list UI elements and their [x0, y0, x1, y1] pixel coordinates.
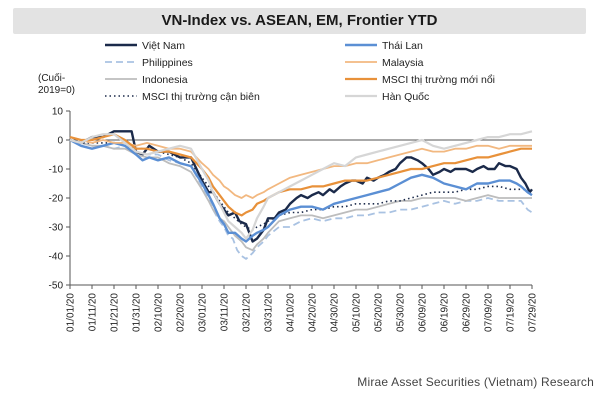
x-tick-label: 01/21/20 [110, 293, 121, 332]
x-tick-label: 04/10/20 [286, 293, 297, 332]
chart-title: VN-Index vs. ASEAN, EM, Frontier YTD [161, 12, 438, 29]
x-tick-label: 06/19/20 [440, 293, 451, 332]
y-tick-label: -50 [49, 281, 64, 292]
series-line-1 [69, 139, 533, 260]
series-line-2 [69, 139, 532, 252]
x-tick-label: 05/10/20 [352, 293, 363, 332]
y-tick-label: -40 [49, 252, 64, 263]
legend-label: Thái Lan [382, 40, 423, 52]
legend: Việt Nam Thái Lan Philippines Malaysia Indon… [105, 40, 495, 103]
x-tick-label: 05/20/20 [374, 293, 385, 332]
legend-label: Indonesia [142, 74, 188, 86]
x-tick-label: 07/09/20 [484, 293, 495, 332]
x-tick-label: 02/20/20 [176, 293, 187, 332]
x-tick-label: 07/19/20 [506, 293, 517, 332]
x-tick-label: 02/10/20 [154, 293, 165, 332]
y-tick-label: -10 [49, 165, 64, 176]
x-tick-label: 01/11/20 [88, 293, 99, 332]
x-tick-label: 06/09/20 [418, 293, 429, 332]
x-tick-label: 01/01/20 [66, 293, 77, 332]
legend-label: Malaysia [382, 57, 424, 69]
y-tick-label: -20 [49, 194, 64, 205]
legend-label: MSCI thị trường mới nổi [382, 74, 495, 86]
title-bar: VN-Index vs. ASEAN, EM, Frontier YTD [13, 8, 586, 34]
x-tick-label: 06/29/20 [462, 293, 473, 332]
series-line-3 [69, 139, 532, 231]
y-axis-unit-line-1: (Cuối- [38, 73, 66, 84]
x-tick-label: 05/30/20 [396, 293, 407, 332]
x-tick-label: 03/11/20 [220, 293, 231, 332]
source-credit: Mirae Asset Securities (Vietnam) Researc… [357, 375, 594, 389]
x-tick-label: 07/29/20 [528, 293, 539, 332]
legend-label: Hàn Quốc [382, 91, 429, 103]
y-tick-label: 0 [57, 136, 63, 147]
x-tick-label: 03/01/20 [198, 293, 209, 332]
legend-label: MSCI thị trường cận biên [142, 91, 260, 103]
x-tick-label: 04/30/20 [330, 293, 341, 332]
x-tick-label: 01/31/20 [132, 293, 143, 332]
series-line-4 [69, 138, 533, 243]
x-tick-label: 03/21/20 [242, 293, 253, 332]
legend-label: Việt Nam [142, 40, 185, 52]
legend-label: Philippines [142, 57, 193, 69]
series-line-0 [69, 130, 533, 243]
y-axis-unit-line-2: 2019=0) [38, 85, 75, 96]
series-line-7 [69, 130, 533, 240]
series-line-5 [69, 136, 532, 199]
series-lines [69, 130, 533, 260]
y-tick-label: 10 [52, 107, 64, 118]
x-tick-label: 03/31/20 [264, 293, 275, 332]
y-axis-unit-label: (Cuối- 2019=0) [38, 73, 75, 97]
x-tick-label: 04/20/20 [308, 293, 319, 332]
y-tick-label: -30 [49, 223, 64, 234]
